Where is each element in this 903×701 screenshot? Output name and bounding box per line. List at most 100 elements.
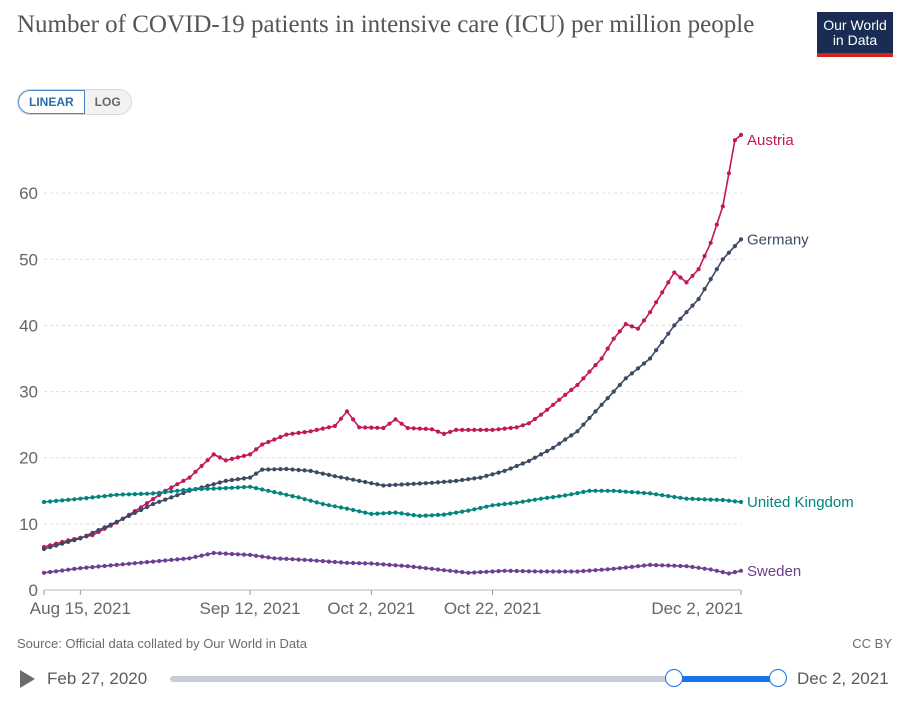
data-point-austria [696, 267, 701, 272]
data-point-austria [338, 416, 344, 421]
data-point-austria [248, 452, 253, 457]
data-point-united-kingdom [205, 486, 210, 491]
data-point-united-kingdom [90, 495, 95, 500]
data-point-sweden [629, 564, 635, 570]
data-point-united-kingdom [175, 488, 180, 493]
data-point-germany [563, 437, 568, 442]
data-point-austria [563, 392, 568, 397]
data-point-sweden [278, 556, 283, 561]
data-point-germany [60, 541, 65, 546]
timeline-track[interactable] [170, 676, 778, 682]
data-point-sweden [363, 561, 368, 566]
data-point-sweden [496, 569, 501, 574]
data-point-sweden [557, 569, 562, 574]
data-point-united-kingdom [672, 494, 677, 500]
play-icon[interactable] [20, 670, 35, 688]
data-point-germany [502, 468, 507, 473]
data-point-sweden [254, 553, 259, 558]
data-point-austria [508, 425, 513, 431]
data-point-germany [96, 528, 101, 533]
data-point-germany [599, 402, 604, 407]
data-point-united-kingdom [690, 496, 695, 501]
data-point-united-kingdom [260, 487, 265, 492]
owid-logo[interactable]: Our World in Data [817, 12, 893, 57]
data-point-austria [648, 310, 653, 315]
data-point-germany [690, 303, 695, 308]
data-point-sweden [302, 557, 307, 563]
data-point-sweden [478, 570, 483, 575]
linear-scale-button[interactable]: LINEAR [18, 90, 85, 114]
data-point-united-kingdom [423, 513, 428, 518]
data-point-sweden [623, 565, 628, 570]
timeline-start-handle[interactable] [665, 669, 683, 687]
data-point-germany [569, 433, 574, 438]
data-point-united-kingdom [417, 513, 422, 519]
data-point-united-kingdom [720, 497, 725, 503]
data-point-germany [466, 477, 471, 482]
data-point-sweden [308, 558, 313, 563]
data-point-germany [320, 471, 325, 476]
data-point-united-kingdom [575, 491, 580, 496]
data-point-austria [441, 431, 447, 436]
data-point-germany [296, 467, 301, 473]
data-point-sweden [241, 552, 247, 557]
data-point-united-kingdom [611, 488, 616, 493]
data-point-united-kingdom [54, 498, 59, 503]
data-point-germany [314, 470, 319, 475]
data-point-united-kingdom [648, 491, 653, 496]
data-point-germany [266, 467, 271, 472]
data-point-united-kingdom [272, 490, 277, 495]
data-point-sweden [90, 565, 95, 570]
data-point-germany [132, 510, 137, 515]
data-point-germany [344, 476, 350, 481]
data-point-united-kingdom [254, 486, 259, 491]
data-point-germany [520, 461, 525, 466]
data-point-united-kingdom [296, 495, 301, 500]
data-point-sweden [266, 555, 271, 560]
data-point-sweden [448, 568, 453, 573]
data-point-united-kingdom [532, 497, 538, 502]
data-point-austria [296, 430, 301, 435]
data-point-austria [690, 273, 695, 278]
data-point-sweden [235, 552, 240, 557]
data-point-germany [72, 538, 77, 543]
data-point-united-kingdom [526, 498, 532, 503]
timeline-end-handle[interactable] [769, 669, 787, 687]
data-point-germany [460, 477, 465, 483]
logo-line-2: in Data [832, 32, 878, 48]
data-point-united-kingdom [629, 490, 635, 495]
data-point-austria [454, 427, 459, 432]
log-scale-button[interactable]: LOG [84, 90, 131, 114]
data-point-united-kingdom [654, 492, 659, 497]
data-point-austria [666, 280, 671, 285]
data-point-germany [278, 467, 283, 472]
data-point-united-kingdom [241, 485, 247, 490]
source-note[interactable]: Source: Official data collated by Our Wo… [17, 636, 307, 651]
data-point-sweden [187, 556, 192, 561]
gridlines [44, 192, 741, 591]
data-point-united-kingdom [557, 494, 562, 499]
data-point-united-kingdom [684, 496, 689, 501]
data-point-germany [241, 476, 247, 481]
x-tick-label: Aug 15, 2021 [30, 599, 131, 618]
data-point-united-kingdom [514, 500, 519, 505]
data-point-austria [714, 222, 719, 227]
data-point-germany [90, 530, 95, 536]
data-point-germany [108, 522, 113, 527]
data-point-sweden [381, 562, 386, 567]
data-point-germany [332, 474, 337, 479]
license-link[interactable]: CC BY [852, 636, 892, 651]
data-point-sweden [441, 568, 447, 573]
data-point-sweden [284, 556, 289, 562]
data-point-united-kingdom [48, 499, 53, 504]
data-point-united-kingdom [538, 496, 544, 501]
data-point-united-kingdom [187, 487, 192, 492]
data-point-united-kingdom [617, 489, 622, 494]
data-point-united-kingdom [78, 496, 83, 501]
data-point-sweden [654, 563, 659, 568]
data-point-austria [611, 336, 616, 341]
data-point-austria [144, 501, 150, 506]
data-point-austria [405, 425, 410, 431]
data-point-austria [623, 322, 628, 327]
data-point-united-kingdom [429, 513, 434, 518]
